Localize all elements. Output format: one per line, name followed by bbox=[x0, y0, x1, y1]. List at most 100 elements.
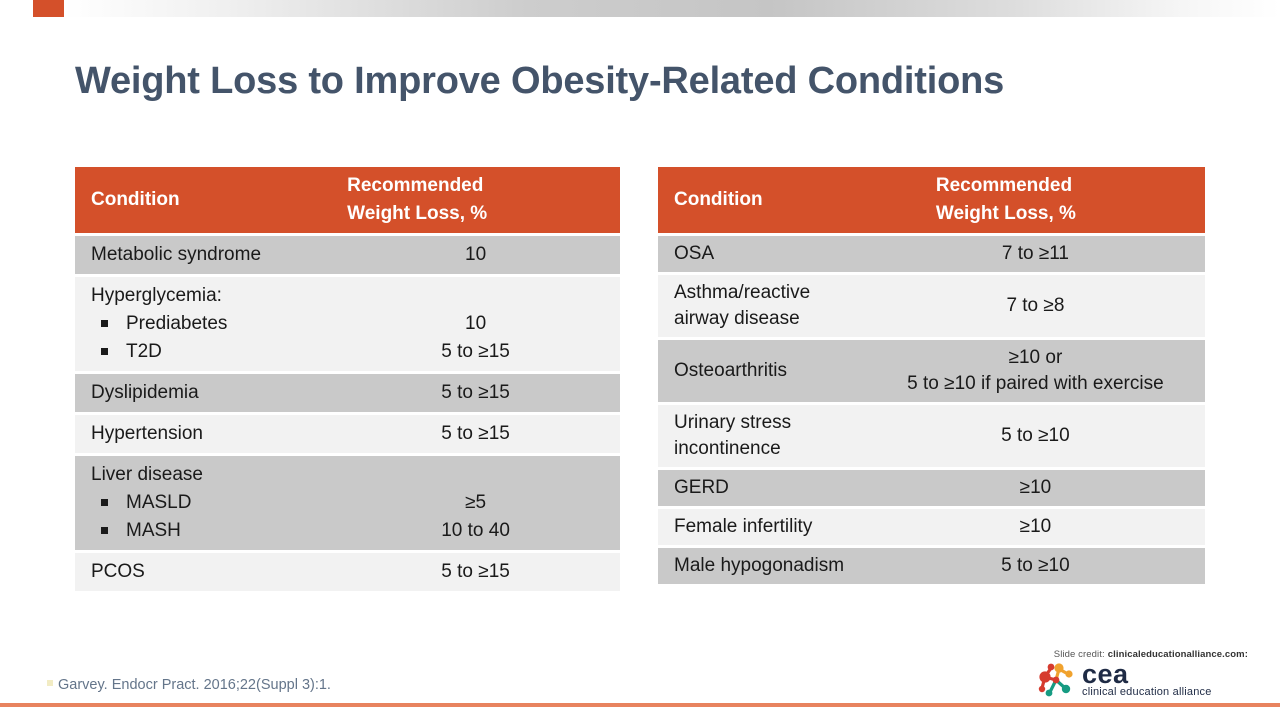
value-line: ≥10 bbox=[1019, 516, 1052, 537]
condition-text: Prediabetes bbox=[126, 313, 228, 334]
value-line: 5 to ≥10 bbox=[1001, 555, 1070, 576]
condition-line: Dyslipidemia bbox=[91, 379, 331, 407]
cea-logo-name: clinical education alliance bbox=[1082, 686, 1212, 698]
value-line: 5 to ≥10 if paired with exercise bbox=[907, 373, 1164, 394]
table-row: Urinary stress incontinence 5 to ≥10 bbox=[658, 402, 1205, 467]
condition-cell: Asthma/reactive airway disease bbox=[658, 275, 866, 337]
condition-line: Hypertension bbox=[91, 420, 331, 448]
condition-text: GERD bbox=[674, 477, 729, 498]
value-line: 5 to ≥15 bbox=[441, 341, 510, 362]
condition-cell: Metabolic syndrome bbox=[75, 236, 331, 274]
citation-bullet-icon bbox=[47, 680, 53, 686]
top-gradient-bar bbox=[64, 0, 1280, 17]
condition-line: PCOS bbox=[91, 558, 331, 586]
value-cell: 5 to ≥15 bbox=[331, 374, 620, 412]
value-line: 5 to ≥15 bbox=[441, 561, 510, 582]
condition-cell: Osteoarthritis bbox=[658, 340, 866, 402]
condition-text: airway disease bbox=[674, 308, 800, 329]
cea-logo-text: cea clinical education alliance bbox=[1082, 661, 1212, 699]
value-column-header: Recommended Weight Loss, % bbox=[866, 167, 1205, 233]
condition-cell: Female infertility bbox=[658, 509, 866, 545]
condition-line: Osteoarthritis bbox=[674, 358, 866, 384]
cea-molecule-icon bbox=[1038, 663, 1073, 697]
condition-cell: Urinary stress incontinence bbox=[658, 405, 866, 467]
table-row: Asthma/reactive airway disease 7 to ≥8 bbox=[658, 272, 1205, 337]
condition-text: Male hypogonadism bbox=[674, 555, 845, 576]
value-line: ≥10 bbox=[1019, 477, 1052, 498]
table-header-row: Condition Recommended Weight Loss, % bbox=[658, 167, 1205, 233]
condition-line: incontinence bbox=[674, 436, 866, 462]
condition-text: incontinence bbox=[674, 438, 781, 459]
value-column-header: Recommended Weight Loss, % bbox=[331, 167, 620, 233]
table-row: Female infertility ≥10 bbox=[658, 506, 1205, 545]
condition-text: Liver disease bbox=[91, 464, 203, 485]
value-line bbox=[331, 461, 620, 489]
citation: Garvey. Endocr Pract. 2016;22(Suppl 3):1… bbox=[47, 676, 331, 695]
condition-line: Female infertility bbox=[674, 514, 866, 540]
condition-column-header: Condition bbox=[674, 189, 763, 210]
credit-source[interactable]: clinicaleducationalliance.com: bbox=[1107, 649, 1248, 660]
value-line: 5 to ≥15 bbox=[441, 423, 510, 444]
condition-line: OSA bbox=[674, 241, 866, 267]
value-cell: 7 to ≥11 bbox=[866, 236, 1205, 272]
table-row: PCOS 5 to ≥15 bbox=[75, 550, 620, 591]
condition-text: Asthma/reactive bbox=[674, 282, 811, 303]
condition-line: GERD bbox=[674, 475, 866, 501]
condition-cell: Hyperglycemia: Prediabetes T2D bbox=[75, 277, 331, 371]
table-row: Hypertension 5 to ≥15 bbox=[75, 412, 620, 453]
condition-cell: Hypertension bbox=[75, 415, 331, 453]
condition-line: Hyperglycemia: bbox=[91, 282, 331, 310]
value-line: 10 to 40 bbox=[441, 520, 510, 541]
condition-text: MASH bbox=[126, 520, 181, 541]
bullet-square-icon bbox=[101, 348, 108, 355]
condition-cell: OSA bbox=[658, 236, 866, 272]
condition-line: airway disease bbox=[674, 306, 866, 332]
condition-column-header: Condition bbox=[91, 189, 180, 210]
value-line: 10 bbox=[465, 244, 487, 265]
credit-prefix: Slide credit: bbox=[1053, 649, 1105, 660]
condition-text: Urinary stress bbox=[674, 412, 792, 433]
value-line: ≥5 bbox=[465, 492, 487, 513]
table-header-row: Condition Recommended Weight Loss, % bbox=[75, 167, 620, 233]
condition-text: MASLD bbox=[126, 492, 192, 513]
table-row: OSA 7 to ≥11 bbox=[658, 233, 1205, 272]
value-cell: 5 to ≥10 bbox=[866, 405, 1205, 467]
condition-text: PCOS bbox=[91, 561, 145, 582]
value-cell: ≥10 or 5 to ≥10 if paired with exercise bbox=[866, 340, 1205, 402]
value-cell: 7 to ≥8 bbox=[866, 275, 1205, 337]
condition-line: Urinary stress bbox=[674, 410, 866, 436]
value-cell: 5 to ≥15 bbox=[331, 415, 620, 453]
right-conditions-table: Condition Recommended Weight Loss, % OSA 7 t… bbox=[658, 167, 1205, 584]
condition-text: Hyperglycemia: bbox=[91, 285, 222, 306]
value-header-line: Recommended bbox=[935, 175, 1073, 196]
cea-logo: cea clinical education alliance bbox=[1037, 661, 1212, 699]
condition-cell: Male hypogonadism bbox=[658, 548, 866, 584]
value-line: 7 to ≥8 bbox=[1006, 295, 1065, 316]
condition-cell: GERD bbox=[658, 470, 866, 506]
condition-line: Metabolic syndrome bbox=[91, 241, 331, 269]
value-line: 7 to ≥11 bbox=[1001, 243, 1069, 264]
page-title: Weight Loss to Improve Obesity-Related C… bbox=[75, 60, 1005, 102]
condition-line: Liver disease bbox=[91, 461, 331, 489]
slide-credit: Slide credit: clinicaleducationalliance.c… bbox=[1054, 649, 1248, 660]
top-accent-square bbox=[33, 0, 64, 17]
condition-cell: Dyslipidemia bbox=[75, 374, 331, 412]
condition-text: Female infertility bbox=[674, 516, 813, 537]
condition-cell: PCOS bbox=[75, 553, 331, 591]
condition-text: Dyslipidemia bbox=[91, 382, 199, 403]
value-cell: ≥5 10 to 40 bbox=[331, 456, 620, 550]
value-cell: 5 to ≥15 bbox=[331, 553, 620, 591]
value-cell: 10 bbox=[331, 236, 620, 274]
value-line: 10 bbox=[465, 313, 487, 334]
value-line: 5 to ≥10 bbox=[1001, 425, 1070, 446]
table-row: Dyslipidemia 5 to ≥15 bbox=[75, 371, 620, 412]
table-row: Osteoarthritis ≥10 or 5 to ≥10 if paired w… bbox=[658, 337, 1205, 402]
bullet-square-icon bbox=[101, 320, 108, 327]
value-line: ≥10 or bbox=[1008, 347, 1063, 368]
value-line bbox=[331, 282, 620, 310]
value-cell: ≥10 bbox=[866, 509, 1205, 545]
value-header-line: Weight Loss, % bbox=[347, 203, 488, 224]
condition-text: T2D bbox=[126, 341, 162, 362]
condition-line: MASLD bbox=[91, 489, 331, 517]
table-row: Liver disease MASLD MASH ≥5 10 to 40 bbox=[75, 453, 620, 550]
